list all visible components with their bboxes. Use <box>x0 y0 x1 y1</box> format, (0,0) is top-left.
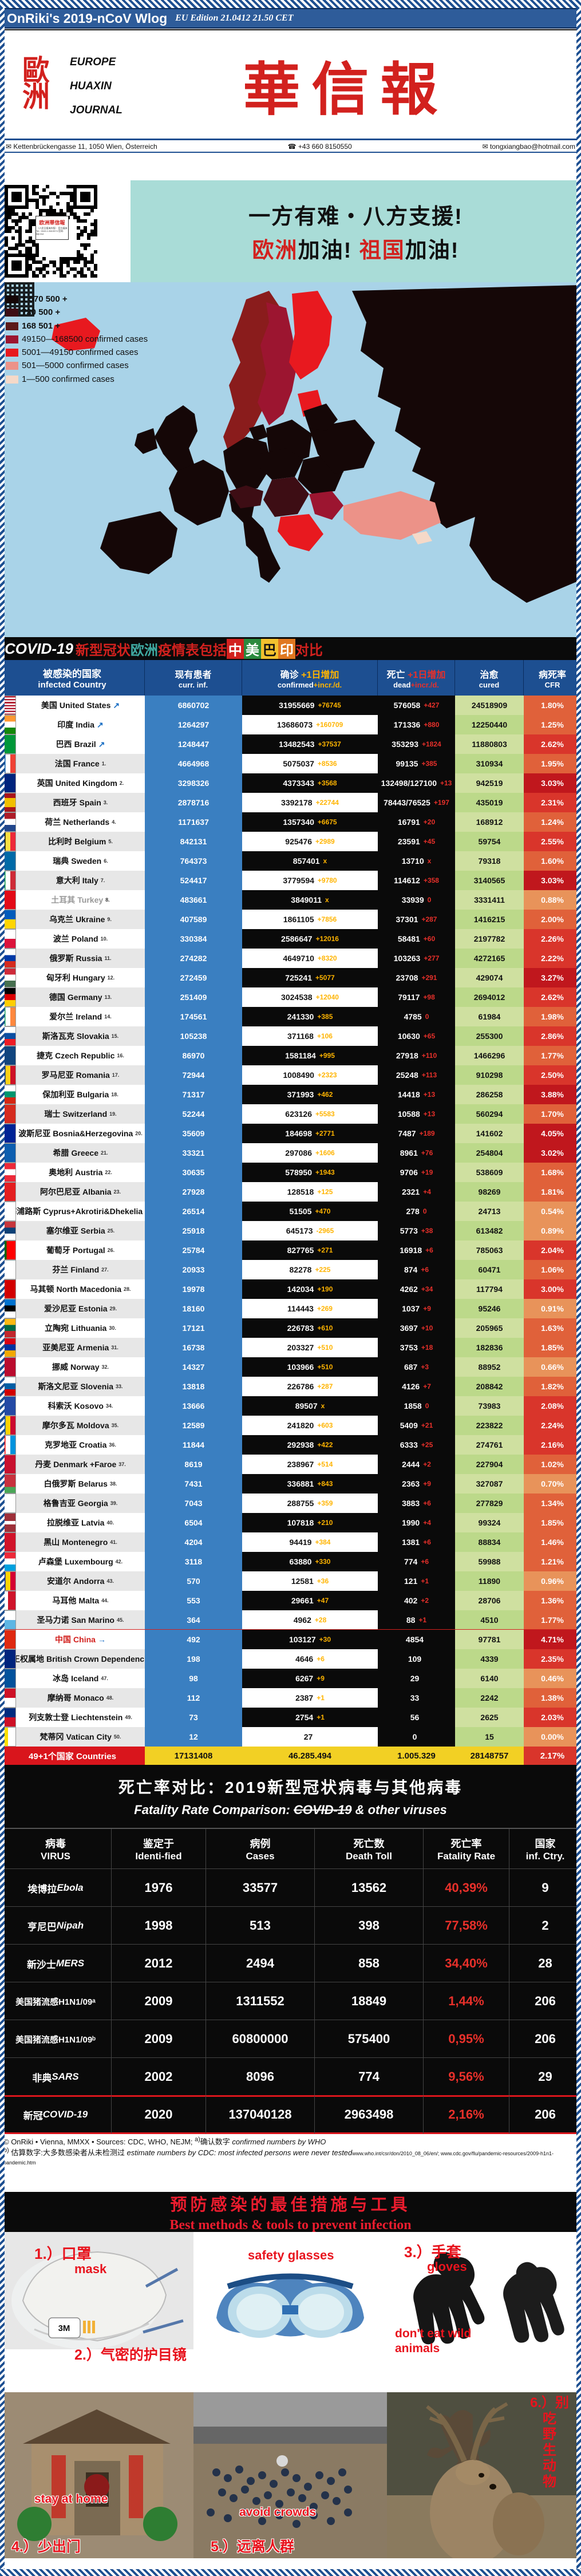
svg-text:3M: 3M <box>58 2324 70 2333</box>
